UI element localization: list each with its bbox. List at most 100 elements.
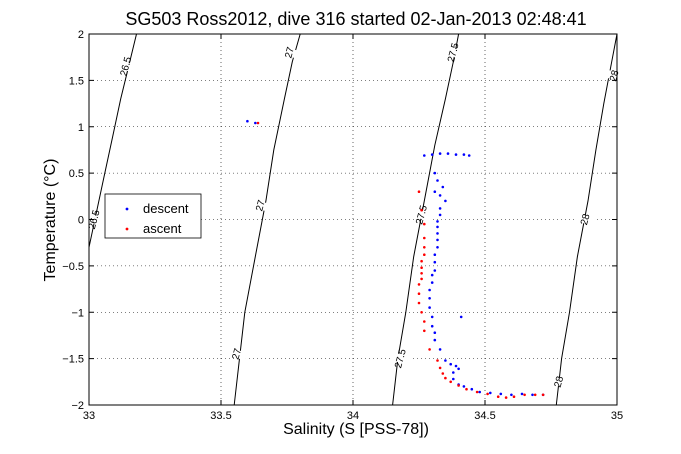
data-point-descent bbox=[454, 153, 458, 156]
contour-label: 26.5 bbox=[119, 55, 135, 77]
contour-label-bg bbox=[442, 46, 465, 60]
data-point-descent bbox=[246, 119, 249, 123]
data-point-descent bbox=[254, 121, 257, 125]
data-point-ascent bbox=[441, 372, 445, 375]
data-point-ascent bbox=[423, 329, 426, 333]
y-tick-label: 0.5 bbox=[69, 168, 84, 180]
data-point-ascent bbox=[444, 376, 447, 380]
contour-label-bg bbox=[226, 347, 248, 361]
data-point-descent bbox=[457, 367, 460, 371]
data-point-descent bbox=[436, 225, 439, 229]
contour-label: 27.5 bbox=[393, 348, 409, 370]
data-point-descent bbox=[438, 152, 442, 155]
y-tick-label: −1 bbox=[71, 307, 84, 319]
data-point-descent bbox=[520, 392, 524, 396]
data-point-descent bbox=[441, 185, 445, 189]
data-point-descent bbox=[436, 220, 439, 223]
contour-label: 27.5 bbox=[446, 41, 462, 63]
data-point-descent bbox=[428, 288, 431, 292]
data-point-descent bbox=[433, 260, 437, 264]
data-point-descent bbox=[430, 315, 434, 319]
x-tick-label: 34 bbox=[347, 410, 359, 422]
data-point-ascent bbox=[417, 292, 421, 296]
x-tick-label: 34.5 bbox=[474, 410, 495, 422]
x-axis-label: Salinity (S [PSS-78]) bbox=[283, 421, 429, 438]
data-point-ascent bbox=[423, 320, 426, 323]
data-point-descent bbox=[489, 391, 492, 395]
chart-title: SG503 Ross2012, dive 316 started 02-Jan-… bbox=[125, 9, 586, 29]
data-point-descent bbox=[478, 390, 482, 394]
contour-label-bg bbox=[548, 375, 570, 389]
contour-label-bg bbox=[574, 213, 597, 226]
data-point-ascent bbox=[504, 396, 508, 399]
contour-label-bg bbox=[249, 199, 272, 213]
data-point-descent bbox=[454, 364, 458, 368]
data-point-descent bbox=[433, 338, 437, 342]
data-point-ascent bbox=[423, 236, 426, 240]
data-point-descent bbox=[510, 393, 513, 397]
data-point-descent bbox=[462, 385, 466, 388]
data-point-ascent bbox=[457, 384, 460, 387]
data-point-ascent bbox=[417, 283, 421, 286]
data-point-descent bbox=[436, 232, 439, 235]
axis-ticks: 33 33.5 34 34.5 35 −2 −1.5 −1 −0.5 0 0.5 1 1.5 2 bbox=[62, 29, 623, 422]
data-point-descent bbox=[423, 154, 426, 157]
data-point-ascent bbox=[256, 121, 260, 125]
contour-label: 28 bbox=[579, 212, 593, 226]
contour-label: 27 bbox=[231, 347, 245, 361]
data-point-ascent bbox=[423, 246, 426, 249]
contour-label: 27 bbox=[283, 45, 297, 59]
data-point-descent bbox=[433, 253, 437, 256]
legend-marker-ascent bbox=[125, 227, 129, 231]
contour-label: 27 bbox=[254, 198, 268, 212]
density-contours: 26.5 26.5 27 27 27 27.5 27.5 27.5 28 28 28 bbox=[83, 33, 626, 406]
data-point-ascent bbox=[438, 366, 442, 370]
data-point-ascent bbox=[436, 359, 439, 362]
contour-label-bg bbox=[278, 46, 301, 60]
data-point-descent bbox=[446, 152, 450, 155]
data-point-descent bbox=[436, 179, 439, 182]
data-point-descent bbox=[430, 273, 434, 277]
data-point-ascent bbox=[512, 395, 516, 399]
data-point-descent bbox=[444, 199, 447, 203]
data-point-ascent bbox=[423, 253, 426, 256]
data-point-ascent bbox=[420, 266, 423, 270]
x-tick-label: 33.5 bbox=[210, 410, 231, 422]
x-tick-label: 33 bbox=[83, 410, 95, 422]
data-point-ascent bbox=[486, 392, 489, 396]
contour-line-27 bbox=[233, 33, 301, 406]
data-point-descent bbox=[452, 371, 455, 374]
data-point-descent bbox=[470, 387, 474, 391]
data-point-ascent bbox=[533, 393, 537, 397]
contour-label-bg bbox=[115, 60, 137, 73]
data-point-ascent bbox=[417, 301, 421, 305]
legend: descent ascent bbox=[104, 193, 202, 239]
data-point-descent bbox=[433, 190, 437, 193]
data-point-ascent bbox=[420, 311, 423, 314]
data-point-descent bbox=[433, 269, 437, 272]
y-tick-label: 0 bbox=[78, 215, 84, 227]
data-point-descent bbox=[438, 213, 442, 217]
y-tick-label: −1.5 bbox=[62, 354, 84, 366]
data-point-descent bbox=[467, 154, 471, 157]
data-point-descent bbox=[459, 315, 463, 319]
contour-label: 26.5 bbox=[87, 208, 103, 230]
y-tick-label: 1 bbox=[78, 122, 84, 134]
data-point-ascent bbox=[423, 222, 426, 226]
contour-label-bg bbox=[410, 208, 433, 222]
data-point-ascent bbox=[449, 380, 453, 384]
data-point-descent bbox=[430, 281, 434, 284]
contour-label: 27.5 bbox=[414, 204, 430, 226]
data-point-descent bbox=[452, 377, 455, 381]
data-point-descent bbox=[438, 194, 442, 197]
legend-label-descent: descent bbox=[143, 201, 189, 216]
contour-line-27-5 bbox=[392, 33, 460, 406]
data-point-ascent bbox=[428, 348, 431, 351]
data-point-descent bbox=[436, 238, 439, 242]
data-point-descent bbox=[444, 359, 447, 362]
data-point-descent bbox=[433, 331, 437, 335]
y-axis-label: Temperature (°C) bbox=[42, 159, 59, 282]
data-point-ascent bbox=[523, 393, 526, 397]
y-tick-label: 2 bbox=[78, 29, 84, 41]
